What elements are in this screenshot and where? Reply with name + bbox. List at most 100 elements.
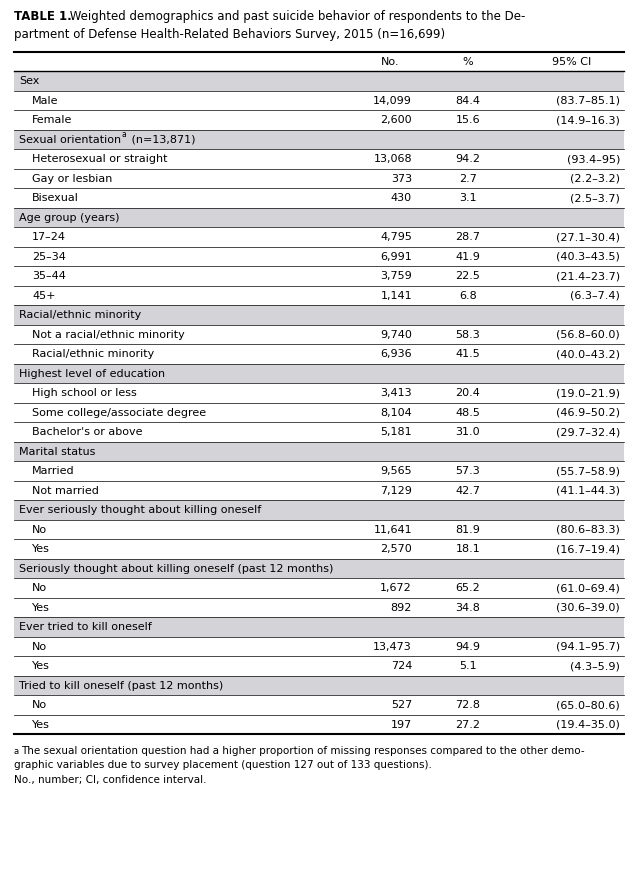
Text: Tried to kill oneself (past 12 months): Tried to kill oneself (past 12 months) [19, 681, 223, 691]
Bar [14, 481, 624, 501]
Text: (56.8–60.0): (56.8–60.0) [556, 330, 620, 340]
Text: (2.5–3.7): (2.5–3.7) [570, 194, 620, 203]
Text: 8,104: 8,104 [380, 407, 412, 418]
Text: 94.2: 94.2 [456, 154, 480, 165]
Text: (19.4–35.0): (19.4–35.0) [556, 720, 620, 730]
Text: 373: 373 [391, 173, 412, 184]
Text: 430: 430 [391, 194, 412, 203]
Bar [14, 695, 624, 715]
Text: Racial/ethnic minority: Racial/ethnic minority [32, 349, 154, 359]
Text: (n=13,871): (n=13,871) [128, 135, 195, 144]
Bar [14, 228, 624, 247]
Bar [14, 305, 624, 325]
Text: 34.8: 34.8 [456, 603, 480, 612]
Bar [14, 598, 624, 618]
Text: Yes: Yes [32, 603, 50, 612]
Text: (40.0–43.2): (40.0–43.2) [556, 349, 620, 359]
Text: 48.5: 48.5 [456, 407, 480, 418]
Text: 9,740: 9,740 [380, 330, 412, 340]
Text: 2.7: 2.7 [459, 173, 477, 184]
Text: 5.1: 5.1 [459, 661, 477, 671]
Text: TABLE 1.: TABLE 1. [14, 10, 71, 23]
Text: Seriously thought about killing oneself (past 12 months): Seriously thought about killing oneself … [19, 564, 334, 574]
Bar [14, 422, 624, 442]
Text: No: No [32, 524, 47, 535]
Text: 1,141: 1,141 [380, 290, 412, 301]
Text: Not a racial/ethnic minority: Not a racial/ethnic minority [32, 330, 185, 340]
Text: 11,641: 11,641 [373, 524, 412, 535]
Bar [14, 656, 624, 676]
Text: graphic variables due to survey placement (question 127 out of 133 questions).: graphic variables due to survey placemen… [14, 760, 432, 771]
Bar [14, 344, 624, 364]
Bar [14, 501, 624, 520]
Text: 527: 527 [390, 700, 412, 710]
Text: 25–34: 25–34 [32, 252, 66, 261]
Text: (65.0–80.6): (65.0–80.6) [556, 700, 620, 710]
Text: (94.1–95.7): (94.1–95.7) [556, 642, 620, 652]
Text: No: No [32, 583, 47, 593]
Text: (93.4–95): (93.4–95) [567, 154, 620, 165]
Text: 197: 197 [390, 720, 412, 730]
Text: 31.0: 31.0 [456, 428, 480, 437]
Text: Yes: Yes [32, 661, 50, 671]
Bar [14, 130, 624, 150]
Text: 892: 892 [390, 603, 412, 612]
Text: 9,565: 9,565 [380, 466, 412, 476]
Text: partment of Defense Health-Related Behaviors Survey, 2015 (n=16,699): partment of Defense Health-Related Behav… [14, 28, 445, 41]
Bar [14, 91, 624, 111]
Text: Some college/associate degree: Some college/associate degree [32, 407, 206, 418]
Bar [14, 364, 624, 384]
Text: (80.6–83.3): (80.6–83.3) [556, 524, 620, 535]
Bar [14, 52, 624, 71]
Text: Highest level of education: Highest level of education [19, 369, 165, 378]
Text: Yes: Yes [32, 544, 50, 554]
Bar [14, 403, 624, 422]
Bar [14, 71, 624, 91]
Bar [14, 442, 624, 461]
Text: Married: Married [32, 466, 75, 476]
Text: Yes: Yes [32, 720, 50, 730]
Text: No.: No. [381, 56, 399, 67]
Text: 95% CI: 95% CI [553, 56, 591, 67]
Text: Sex: Sex [19, 77, 40, 86]
Text: 72.8: 72.8 [456, 700, 480, 710]
Bar [14, 637, 624, 656]
Text: Ever seriously thought about killing oneself: Ever seriously thought about killing one… [19, 505, 261, 516]
Text: 42.7: 42.7 [456, 486, 480, 495]
Text: a: a [122, 130, 127, 139]
Text: Bachelor's or above: Bachelor's or above [32, 428, 142, 437]
Text: (55.7–58.9): (55.7–58.9) [556, 466, 620, 476]
Text: 84.4: 84.4 [456, 96, 480, 106]
Text: a: a [14, 746, 19, 756]
Text: 15.6: 15.6 [456, 115, 480, 125]
Text: 6,991: 6,991 [380, 252, 412, 261]
Bar [14, 715, 624, 735]
Text: No: No [32, 700, 47, 710]
Bar [14, 286, 624, 305]
Text: 35–44: 35–44 [32, 271, 66, 282]
Bar [14, 111, 624, 130]
Text: 65.2: 65.2 [456, 583, 480, 593]
Text: 14,099: 14,099 [373, 96, 412, 106]
Text: Heterosexual or straight: Heterosexual or straight [32, 154, 168, 165]
Bar [14, 247, 624, 267]
Text: Racial/ethnic minority: Racial/ethnic minority [19, 311, 141, 320]
Text: (6.3–7.4): (6.3–7.4) [570, 290, 620, 301]
Text: %: % [463, 56, 473, 67]
Text: Male: Male [32, 96, 59, 106]
Text: Sexual orientation: Sexual orientation [19, 135, 121, 144]
Text: 6,936: 6,936 [380, 349, 412, 359]
Text: 2,600: 2,600 [380, 115, 412, 125]
Bar [14, 578, 624, 598]
Text: 94.9: 94.9 [456, 642, 480, 652]
Text: 58.3: 58.3 [456, 330, 480, 340]
Text: (4.3–5.9): (4.3–5.9) [570, 661, 620, 671]
Bar [14, 676, 624, 695]
Text: (46.9–50.2): (46.9–50.2) [556, 407, 620, 418]
Bar [14, 169, 624, 188]
Text: (19.0–21.9): (19.0–21.9) [556, 388, 620, 399]
Text: (21.4–23.7): (21.4–23.7) [556, 271, 620, 282]
Text: Age group (years): Age group (years) [19, 213, 119, 223]
Bar [14, 618, 624, 637]
Text: 4,795: 4,795 [380, 232, 412, 242]
